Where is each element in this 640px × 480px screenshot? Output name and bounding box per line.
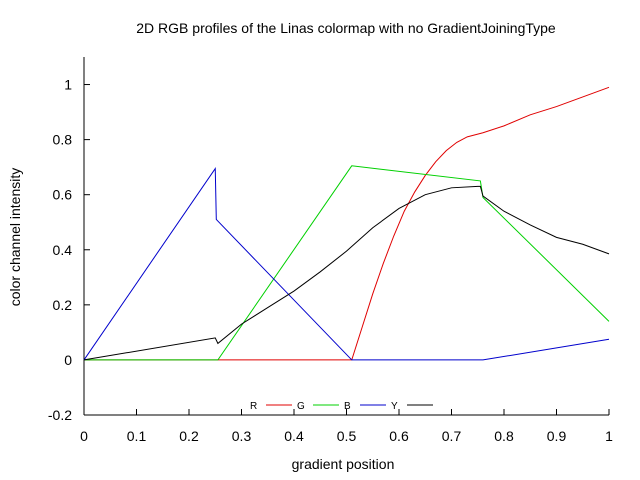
series-lines <box>83 86 610 361</box>
x-tick-label: 0.6 <box>389 428 409 444</box>
y-tick-label: 0.8 <box>53 132 73 148</box>
x-axis-title: gradient position <box>292 456 395 472</box>
legend-label-y: Y <box>391 401 398 412</box>
x-tick-label: 0.5 <box>337 428 357 444</box>
y-tick-label: 0.4 <box>53 242 73 258</box>
x-tick-label: 0.7 <box>442 428 462 444</box>
y-tick-label: 0.6 <box>53 187 73 203</box>
series-line-y <box>83 185 610 361</box>
x-tick-label: 0.8 <box>494 428 514 444</box>
x-tick-label: 0.4 <box>284 428 304 444</box>
x-tick-label: 0.3 <box>232 428 252 444</box>
x-tick-label: 0.9 <box>547 428 567 444</box>
legend-label-g: G <box>297 401 305 412</box>
legend-label-b: B <box>344 401 351 412</box>
x-tick-label: 0.1 <box>127 428 147 444</box>
y-tick-label: 0.2 <box>53 297 73 313</box>
series-line-g <box>84 165 610 361</box>
y-tick-label: 0 <box>64 352 72 368</box>
y-tick-label: 1 <box>64 77 72 93</box>
y-axis-title: color channel intensity <box>7 168 23 307</box>
series-line-r <box>84 86 610 361</box>
series-line-b <box>83 166 610 361</box>
axes: -0.2 0 0.2 0.4 0.6 0.8 1 0 0.1 0.2 0.3 0.4 0.5 0.6 0.7… <box>48 57 613 444</box>
x-tick-label: 0.2 <box>179 428 199 444</box>
x-tick-label: 1 <box>605 428 613 444</box>
y-tick-label: -0.2 <box>48 407 72 423</box>
x-tick-label: 0 <box>80 428 88 444</box>
chart-title: 2D RGB profiles of the Linas colormap wi… <box>136 20 556 36</box>
legend-label-r: R <box>250 401 257 412</box>
